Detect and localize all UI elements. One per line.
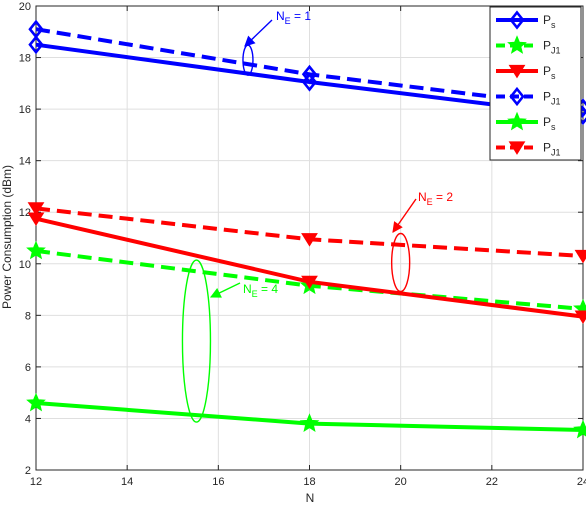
data-point — [301, 64, 318, 84]
series-3 — [27, 212, 586, 324]
legend-entry-6: PJ1 — [496, 141, 561, 158]
annotation-arrowhead — [392, 221, 403, 233]
series-line — [35, 27, 584, 110]
data-point — [26, 392, 46, 412]
legend-marker — [509, 10, 525, 30]
legend-entry-5: Ps — [496, 111, 556, 132]
legend-marker — [507, 35, 527, 54]
annotation-label: NE = 2 — [418, 190, 453, 207]
legend-marker — [509, 86, 525, 107]
series-6 — [27, 202, 586, 264]
annotation-ellipse — [181, 259, 212, 423]
data-point — [301, 72, 318, 92]
legend-box — [489, 6, 582, 161]
legend-marker — [508, 141, 526, 155]
legend-label: Ps — [543, 64, 556, 81]
legend-label: PJ1 — [543, 90, 561, 107]
legend-entry-4: PJ1 — [496, 86, 561, 107]
annotation-2: NE = 2 — [390, 190, 453, 293]
data-point — [574, 310, 586, 324]
y-tick-label: 8 — [25, 310, 31, 322]
data-point — [299, 413, 320, 432]
x-tick-label: 12 — [30, 476, 42, 488]
annotation-label: NE = 1 — [276, 9, 311, 26]
data-point — [26, 240, 46, 260]
y-tick-label: 10 — [19, 259, 31, 271]
annotation-ellipse — [390, 232, 411, 293]
legend-label: PJ1 — [543, 39, 561, 56]
x-tick-label: 14 — [121, 476, 133, 488]
annotation-arrowhead — [244, 35, 256, 47]
legend-label: Ps — [543, 115, 556, 132]
x-tick-label: 24 — [577, 476, 586, 488]
legend-label: Ps — [543, 13, 556, 30]
x-tick-label: 16 — [212, 476, 224, 488]
annotation-arrowhead — [209, 288, 222, 298]
x-axis-label: N — [306, 491, 315, 505]
axes: 121416182022242468101214161820 — [19, 1, 586, 488]
data-point — [28, 35, 44, 55]
legend: Ps PJ1 Ps PJ1 Ps PJ1 — [489, 6, 582, 161]
y-tick-label: 16 — [19, 104, 31, 116]
legend-entry-3: Ps — [496, 64, 556, 81]
legend-marker — [507, 111, 527, 131]
y-tick-label: 14 — [19, 156, 31, 168]
legend-entry-2: PJ1 — [496, 35, 561, 56]
annotation-label: NE = 4 — [243, 282, 278, 299]
data-point — [27, 202, 45, 216]
y-tick-label: 2 — [25, 465, 31, 477]
data-point — [574, 249, 586, 264]
y-tick-label: 6 — [25, 362, 31, 374]
y-tick-label: 20 — [19, 1, 31, 13]
data-point — [301, 275, 318, 290]
y-tick-label: 4 — [25, 413, 31, 425]
data-point — [301, 233, 318, 247]
x-tick-label: 20 — [395, 476, 407, 488]
legend-label: PJ1 — [543, 141, 561, 158]
y-tick-label: 12 — [19, 207, 31, 219]
series-5 — [26, 392, 586, 439]
legend-entry-1: Ps — [496, 10, 556, 30]
legend-marker — [508, 64, 526, 79]
annotation-1: NE = 1 — [242, 9, 311, 76]
annotation-3: NE = 4 — [181, 259, 278, 423]
x-tick-label: 18 — [303, 476, 315, 488]
annotation-layer: NE = 1 NE = 2 NE = 4 — [181, 9, 453, 423]
data-point — [573, 419, 586, 439]
y-tick-label: 18 — [19, 53, 31, 65]
x-tick-label: 22 — [486, 476, 498, 488]
data-point — [28, 19, 44, 39]
y-axis-label: Power Consumption (dBm) — [0, 165, 14, 309]
